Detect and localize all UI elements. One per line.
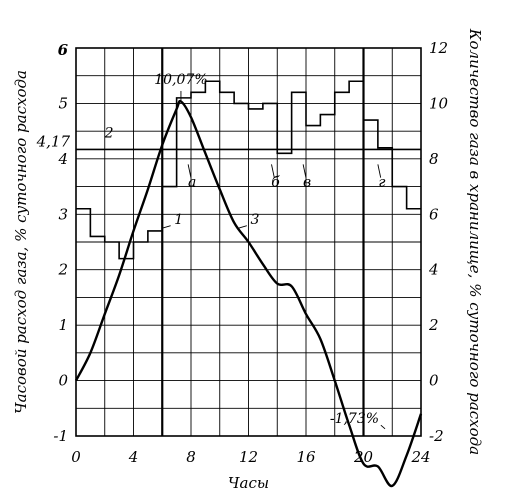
y-left-tick-label: 2: [57, 261, 68, 279]
y-right-axis-label: Количество газа в хранилище, % суточного…: [466, 28, 484, 455]
series-3-storage-curve: [74, 99, 423, 488]
annotation-label: 1: [174, 212, 183, 228]
annotation-leader: [162, 225, 171, 229]
annotation-label: -1,73%: [330, 411, 379, 427]
y-right-tick-label: 8: [429, 150, 439, 168]
annotation-label: 10,07%: [154, 72, 207, 88]
x-axis-label: Часы: [228, 474, 269, 492]
x-tick-label: 24: [410, 448, 430, 466]
y-right-tick-label: 0: [429, 372, 439, 390]
y-right-tick-label: 12: [429, 39, 448, 57]
annotation-leader: [380, 424, 386, 430]
plot-frame: [75, 47, 422, 437]
x-tick-label: 0: [71, 448, 81, 466]
annotation-label: в: [303, 174, 311, 190]
annotation-leader: [377, 164, 382, 178]
annotation-leader: [238, 225, 247, 229]
y-right-tick-label: -2: [429, 427, 444, 445]
y-left-tick-label: 5: [58, 94, 68, 112]
y-right-tick-label: 2: [428, 316, 439, 334]
x-tick-label: 4: [128, 448, 139, 466]
y-left-tick-label: 4: [57, 150, 68, 168]
annotation-label: 3: [250, 212, 259, 228]
y-left-tick-label: 3: [58, 205, 68, 223]
y-left-tick-label: 0: [58, 372, 68, 390]
y-left-top-label: 6: [58, 41, 69, 59]
annotation-leader: [302, 164, 307, 178]
annotation-leader: [271, 164, 275, 178]
annotation-label: 2: [104, 125, 114, 141]
annotation-label: б: [271, 174, 280, 190]
y-right-tick-label: 4: [428, 261, 439, 279]
series-1-step-line: [76, 80, 421, 260]
y-right-tick-label: 10: [429, 94, 449, 112]
annotation-label: а: [188, 174, 196, 190]
y-right-tick-label: 6: [429, 205, 439, 223]
x-tick-label: 16: [296, 448, 316, 466]
x-tick-label: 8: [186, 448, 196, 466]
y-left-tick-label: -1: [53, 427, 68, 445]
x-tick-label: 12: [239, 448, 258, 466]
y-left-tick-label: 1: [58, 316, 68, 334]
y-left-axis-label: Часовой расход газа, % суточного расхода: [12, 70, 30, 414]
annotation-leader: [187, 164, 192, 178]
annotation-label: г: [378, 174, 385, 190]
y-left-extra-tick: 4,17: [36, 132, 71, 150]
